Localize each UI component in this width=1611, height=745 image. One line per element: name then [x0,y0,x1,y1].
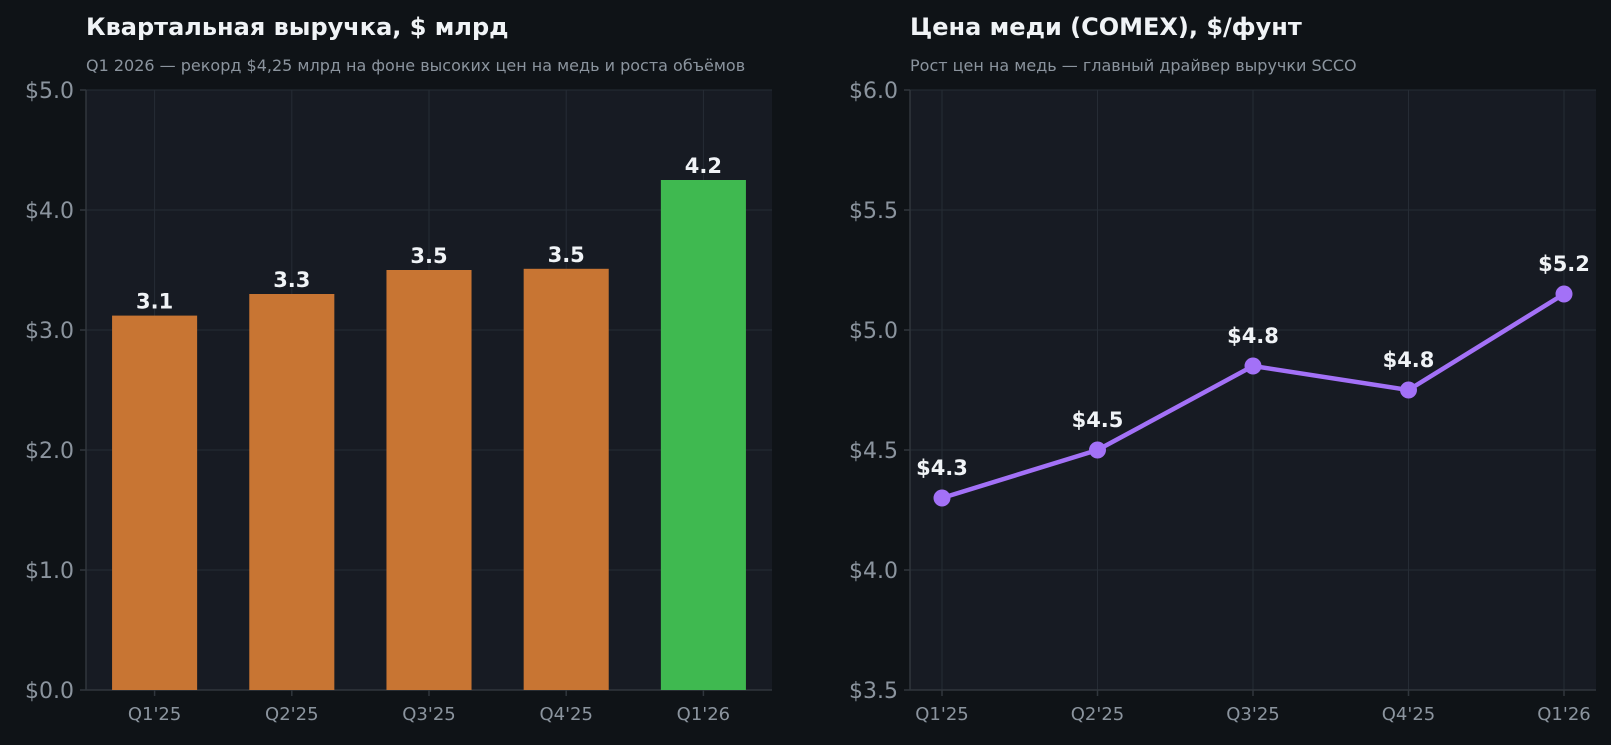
copper-y-tick-label: $3.5 [849,679,898,704]
revenue-y-tick-label: $3.0 [25,319,74,344]
revenue-bar-value-label: 3.5 [410,244,447,268]
copper-point-value-label: $4.5 [1072,408,1124,432]
copper-y-tick-label: $6.0 [849,79,898,104]
revenue-bar [660,180,746,690]
revenue-chart-title: Квартальная выручка, $ млрд [86,13,509,41]
copper-chart-title: Цена меди (COMEX), $/фунт [910,13,1302,41]
revenue-bar [523,268,609,690]
copper-x-tick-label: Q1'25 [915,704,968,725]
copper-price-line-chart: Цена меди (COMEX), $/фунт Рост цен на ме… [849,13,1596,725]
revenue-bar-value-label: 3.5 [548,243,585,267]
revenue-bar-value-label: 3.3 [273,268,310,292]
copper-x-tick-label: Q3'25 [1226,704,1279,725]
copper-point-value-label: $4.3 [916,456,968,480]
revenue-y-tick-label: $0.0 [25,679,74,704]
revenue-y-tick-label: $5.0 [25,79,74,104]
revenue-x-tick-label: Q2'25 [265,704,318,725]
copper-point-value-label: $4.8 [1383,348,1435,372]
copper-y-tick-label: $4.0 [849,559,898,584]
revenue-bar [112,315,198,690]
copper-point-value-label: $4.8 [1227,324,1279,348]
revenue-chart-subtitle: Q1 2026 — рекорд $4,25 млрд на фоне высо… [86,56,745,75]
revenue-bar-chart: Квартальная выручка, $ млрд Q1 2026 — ре… [25,13,772,725]
revenue-y-tick-label: $4.0 [25,199,74,224]
revenue-bar [249,294,335,690]
copper-data-point [1244,357,1262,375]
copper-x-tick-label: Q1'26 [1537,704,1590,725]
revenue-x-tick-label: Q1'25 [128,704,181,725]
copper-plot-area: $3.5 $4.0 $4.5 $5.0 $5.5 $6.0 Q1'25 Q2'25 Q3'25 Q… [849,79,1596,725]
copper-point-value-label: $5.2 [1538,252,1590,276]
copper-y-tick-label: $5.0 [849,319,898,344]
revenue-bar-value-label: 3.1 [136,290,173,314]
copper-data-point [1089,441,1106,459]
copper-data-point [1555,285,1573,303]
revenue-x-tick-label: Q1'26 [677,704,730,725]
copper-y-tick-label: $5.5 [849,199,898,224]
revenue-bar-value-label: 4.2 [685,154,722,178]
revenue-bar [386,270,472,690]
revenue-y-tick-label: $2.0 [25,439,74,464]
revenue-y-tick-label: $1.0 [25,559,74,584]
copper-data-point [933,489,951,507]
revenue-x-tick-label: Q4'25 [539,704,592,725]
copper-y-tick-label: $4.5 [849,439,898,464]
revenue-plot-area: $0.0 $1.0 $2.0 $3.0 $4.0 $5.0 Q1'25 Q2'25 Q3'25 Q… [25,79,772,725]
copper-chart-subtitle: Рост цен на медь — главный драйвер выруч… [910,56,1357,75]
copper-x-tick-label: Q4'25 [1382,704,1435,725]
copper-data-point [1400,381,1417,399]
revenue-x-tick-label: Q3'25 [402,704,455,725]
copper-x-tick-label: Q2'25 [1071,704,1124,725]
